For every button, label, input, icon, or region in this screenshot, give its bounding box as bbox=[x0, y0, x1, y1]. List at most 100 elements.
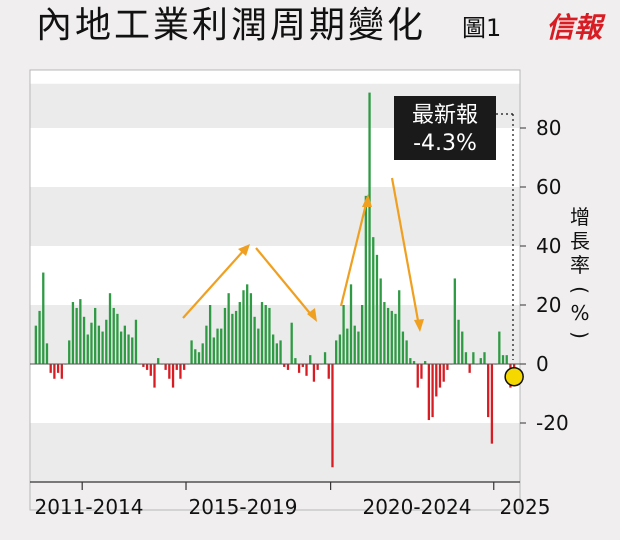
x-axis-labels: 2011-2014 2015-2019 2020-2024 2025 bbox=[34, 495, 550, 519]
bar bbox=[342, 305, 345, 364]
bar bbox=[364, 195, 367, 364]
bar bbox=[238, 302, 241, 364]
bar bbox=[246, 284, 249, 364]
plot-border bbox=[29, 69, 521, 511]
bar bbox=[145, 364, 149, 370]
bar bbox=[312, 364, 316, 382]
figure-number: 圖1 bbox=[462, 14, 502, 42]
bar bbox=[483, 352, 486, 364]
bar bbox=[131, 337, 134, 364]
y-tick-label: 0 bbox=[536, 352, 549, 376]
callout-line1: 最新報 bbox=[412, 103, 478, 128]
bar bbox=[116, 313, 119, 364]
bar bbox=[34, 325, 37, 364]
trend-arrow bbox=[255, 247, 314, 318]
bar bbox=[249, 293, 253, 364]
bar bbox=[75, 307, 78, 364]
bar bbox=[112, 307, 115, 364]
bar bbox=[49, 364, 52, 373]
bar bbox=[501, 355, 505, 364]
bar bbox=[487, 364, 490, 418]
bar bbox=[157, 358, 160, 364]
bar bbox=[253, 316, 256, 364]
bar bbox=[194, 349, 197, 364]
bar bbox=[190, 340, 193, 364]
bar bbox=[442, 364, 445, 382]
chart-title: 內地工業利潤周期變化 bbox=[36, 5, 427, 46]
bar bbox=[68, 340, 71, 364]
grid-band bbox=[30, 187, 520, 246]
bar bbox=[401, 331, 405, 364]
bar bbox=[272, 334, 275, 364]
publisher-logo: 信報 bbox=[546, 11, 603, 44]
x-label-2025: 2025 bbox=[500, 495, 551, 519]
bar bbox=[446, 364, 449, 370]
grid-band bbox=[30, 305, 520, 364]
trend-arrow-head bbox=[414, 319, 424, 332]
bar bbox=[290, 322, 293, 364]
bar bbox=[197, 352, 201, 364]
bar bbox=[368, 92, 371, 364]
y-axis-title-char: ( bbox=[568, 286, 592, 294]
trend-arrow-head bbox=[238, 244, 250, 256]
bar bbox=[331, 364, 334, 468]
bar bbox=[171, 364, 175, 388]
bar bbox=[416, 364, 419, 388]
bar bbox=[498, 331, 501, 364]
bar bbox=[86, 334, 89, 364]
bar bbox=[464, 352, 468, 364]
y-axis-title-char: ) bbox=[568, 331, 592, 339]
y-axis-title-char: 長 bbox=[570, 229, 590, 253]
bar bbox=[468, 364, 471, 373]
bar bbox=[505, 355, 508, 364]
bar bbox=[142, 364, 145, 367]
bar bbox=[435, 364, 438, 397]
bar-series bbox=[34, 92, 516, 468]
bar bbox=[338, 334, 342, 364]
y-tick-label: 60 bbox=[536, 175, 561, 199]
bar bbox=[90, 322, 93, 364]
trend-arrow-head bbox=[307, 308, 317, 322]
trend-arrow bbox=[339, 199, 369, 307]
bar bbox=[220, 328, 223, 364]
bar bbox=[420, 364, 423, 379]
y-axis-ticks: 80 60 40 20 0 -20 bbox=[520, 116, 569, 435]
bar bbox=[279, 340, 282, 364]
bar bbox=[346, 328, 349, 364]
latest-value-marker bbox=[504, 366, 524, 387]
bar bbox=[105, 319, 108, 364]
trend-arrows bbox=[182, 177, 424, 332]
bar bbox=[453, 278, 456, 364]
bar bbox=[305, 364, 308, 376]
bar bbox=[179, 364, 182, 379]
bar bbox=[212, 337, 215, 364]
bar bbox=[94, 307, 97, 364]
bar bbox=[164, 364, 167, 370]
trend-arrow bbox=[390, 177, 421, 327]
bar bbox=[353, 325, 356, 364]
bar bbox=[323, 352, 327, 364]
y-tick-label: -20 bbox=[536, 411, 569, 435]
bar bbox=[260, 302, 264, 364]
callout-line2: -4.3% bbox=[413, 131, 477, 156]
bar bbox=[38, 310, 41, 364]
y-axis-title: 增 長 率 ( % ) bbox=[568, 205, 592, 339]
bar bbox=[223, 307, 227, 364]
y-tick-label: 20 bbox=[536, 293, 561, 317]
trend-arrow-head bbox=[362, 194, 372, 207]
period-separators bbox=[81, 482, 495, 490]
bar bbox=[268, 307, 271, 364]
bar bbox=[175, 364, 178, 370]
bar bbox=[82, 316, 86, 364]
bar bbox=[127, 334, 130, 364]
bar bbox=[427, 364, 431, 421]
y-axis-title-char: % bbox=[570, 301, 589, 325]
grid-band bbox=[30, 423, 520, 482]
bar bbox=[123, 325, 126, 364]
bar bbox=[424, 361, 427, 364]
bar bbox=[409, 358, 412, 364]
bar bbox=[56, 364, 60, 373]
bar bbox=[101, 331, 104, 364]
